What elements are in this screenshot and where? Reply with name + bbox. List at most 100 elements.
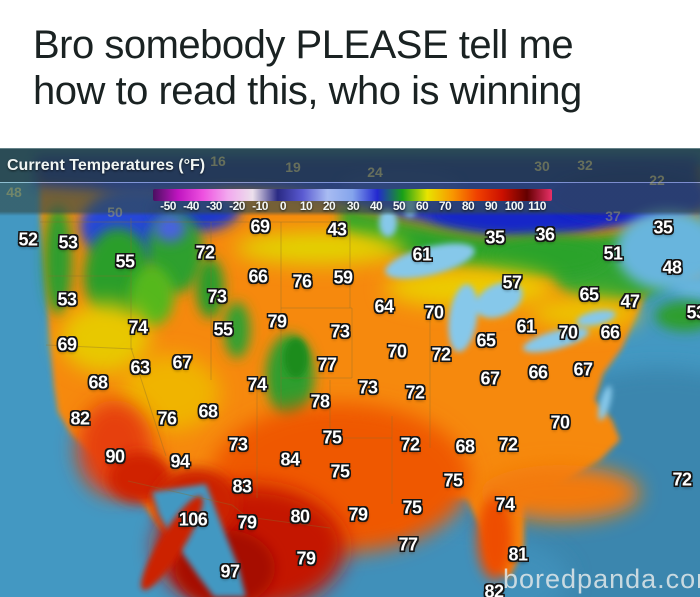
temperature-label: 66	[600, 322, 620, 343]
scale-tick-label: 20	[322, 199, 336, 213]
temperature-label: 61	[412, 244, 432, 265]
temperature-label: 57	[502, 272, 522, 293]
temperature-label: 72	[405, 382, 425, 403]
scale-tick-label: 90	[484, 199, 498, 213]
scale-tick-label: 60	[415, 199, 429, 213]
temperature-label: 53	[58, 232, 78, 253]
temperature-label: 73	[358, 377, 378, 398]
scale-tick-label: 70	[438, 199, 452, 213]
scale-tick-label: -40	[183, 199, 199, 213]
temperature-label: 51	[603, 243, 623, 264]
caption-line-2: how to read this, who is winning	[33, 69, 582, 113]
ghost-temperature: 50	[107, 204, 123, 220]
temperature-label: 65	[579, 284, 599, 305]
temperature-label: 66	[248, 266, 268, 287]
scale-tick-label: 30	[346, 199, 360, 213]
temperature-label: 63	[130, 357, 150, 378]
temperature-label: 68	[455, 436, 475, 457]
temperature-label: 35	[653, 217, 673, 238]
state-borders	[40, 218, 431, 529]
temperature-label: 55	[115, 251, 135, 272]
temperature-label: 74	[128, 317, 148, 338]
temperature-label: 77	[398, 534, 418, 555]
scale-tick-label: -50	[160, 199, 176, 213]
temperature-label: 74	[495, 494, 515, 515]
map-title: Current Temperatures (°F)	[7, 157, 206, 174]
map-header: Current Temperatures (°F) -50 -40 -30 -20 -1…	[0, 148, 700, 216]
temperature-label: 79	[296, 548, 316, 569]
temperature-label: 70	[387, 341, 407, 362]
temperature-label: 59	[333, 267, 353, 288]
scale-tick-label: 80	[461, 199, 475, 213]
temperature-label: 74	[247, 374, 267, 395]
gulf-of-california	[152, 484, 246, 597]
temperature-label: 52	[18, 229, 38, 250]
temperature-label: 43	[327, 219, 347, 240]
temperature-label: 68	[88, 372, 108, 393]
temperature-label: 75	[402, 497, 422, 518]
temperature-label: 77	[317, 354, 337, 375]
temperature-label: 72	[195, 242, 215, 263]
scale-tick-label: -30	[206, 199, 222, 213]
temperature-label: 53	[57, 289, 77, 310]
temperature-label: 81	[508, 544, 528, 565]
ghost-temperature: 16	[210, 153, 226, 169]
temperature-label: 67	[573, 359, 593, 380]
temperature-label: 72	[498, 434, 518, 455]
temperature-label: 67	[480, 368, 500, 389]
temperature-label: 83	[232, 476, 252, 497]
temperature-label: 36	[535, 224, 555, 245]
temperature-label: 80	[290, 506, 310, 527]
temperature-label: 55	[213, 319, 233, 340]
temperature-label: 70	[424, 302, 444, 323]
temperature-label: 79	[267, 311, 287, 332]
caption-line-1: Bro somebody PLEASE tell me	[33, 23, 574, 67]
temperature-label: 76	[157, 408, 177, 429]
temperature-label: 90	[105, 446, 125, 467]
temperature-label: 66	[528, 362, 548, 383]
temperature-label: 82	[484, 581, 504, 597]
ghost-temperature: 37	[605, 208, 621, 224]
temperature-label: 97	[220, 561, 240, 582]
temperature-label: 78	[310, 391, 330, 412]
temperature-label: 79	[348, 504, 368, 525]
temperature-label: 75	[330, 461, 350, 482]
temperature-label: 72	[672, 469, 692, 490]
temperature-label: 75	[322, 427, 342, 448]
scale-tick-label: 100	[504, 199, 524, 213]
scale-tick-label: 50	[392, 199, 406, 213]
temperature-label: 35	[485, 227, 505, 248]
temperature-label: 48	[662, 257, 682, 278]
ghost-temperature: 22	[649, 172, 665, 188]
temperature-label: 82	[70, 408, 90, 429]
temperature-label: 67	[172, 352, 192, 373]
temperature-label: 72	[400, 434, 420, 455]
temperature-label: 73	[330, 321, 350, 342]
scale-tick-label: 0	[279, 199, 287, 213]
scale-tick-label: 110	[528, 199, 546, 213]
header-title-bar: Current Temperatures (°F)	[0, 148, 700, 182]
temperature-label: 53	[686, 302, 700, 323]
temperature-label: 69	[250, 216, 270, 237]
scale-tick-label: 10	[299, 199, 313, 213]
ghost-temperature: 30	[534, 158, 550, 174]
temperature-label: 47	[620, 291, 640, 312]
temperature-label: 68	[198, 401, 218, 422]
temperature-label: 84	[280, 449, 300, 470]
temperature-label: 73	[228, 434, 248, 455]
ghost-temperature: 19	[285, 159, 301, 175]
scale-tick-label: 40	[369, 199, 383, 213]
temperature-label: 64	[374, 296, 394, 317]
temperature-label: 76	[292, 271, 312, 292]
weather-map: Current Temperatures (°F) -50 -40 -30 -20 -1…	[0, 148, 700, 597]
ghost-temperature: 48	[6, 184, 22, 200]
temperature-label: 69	[57, 334, 77, 355]
temperature-label: 72	[431, 344, 451, 365]
ghost-temperature: 32	[577, 157, 593, 173]
watermark: boredpanda.com	[503, 564, 700, 594]
scale-tick-label: -10	[252, 199, 268, 213]
temperature-label: 94	[170, 451, 190, 472]
ghost-temperature: 24	[367, 164, 383, 180]
temperature-label: 73	[207, 286, 227, 307]
